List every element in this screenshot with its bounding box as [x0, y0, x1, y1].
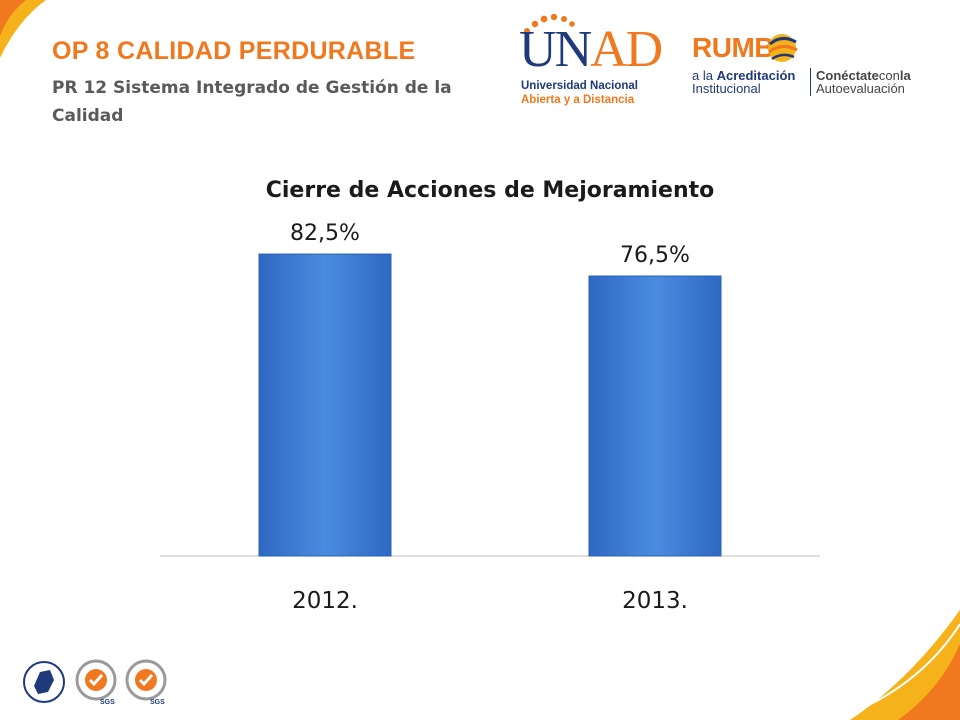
- unad-name-line1: Universidad Nacional: [521, 80, 638, 92]
- svg-text:SGS: SGS: [150, 699, 165, 706]
- data-label: 82,5%: [290, 221, 360, 246]
- swoosh-orange: [898, 644, 960, 720]
- rumbo-acreditacion-logo: RUMB a la Acreditación Institucional Con…: [688, 30, 933, 100]
- unad-wordmark: UNAD: [519, 21, 663, 78]
- unad-dots-icon: [524, 14, 575, 34]
- unad-logo: UNAD Universidad Nacional Abierta y a Di…: [515, 14, 663, 110]
- unad-name-line2: Abierta y a Distancia: [521, 94, 635, 106]
- rumbo-line1: a la Acreditación: [692, 68, 796, 83]
- colombia-seal-icon: [23, 661, 65, 703]
- rumbo-wordmark: RUMB: [692, 32, 775, 63]
- rumbo-line3: Conéctateconla: [816, 68, 911, 83]
- globe-icon: [768, 34, 798, 62]
- svg-text:SGS: SGS: [100, 699, 115, 706]
- bar-2013: [588, 275, 722, 557]
- x-tick-label: 2013.: [622, 588, 688, 614]
- page-title: OP 8 CALIDAD PERDURABLE: [52, 37, 416, 65]
- swoosh-line: [833, 623, 960, 720]
- rumbo-divider: [810, 68, 811, 96]
- x-tick-label: 2012.: [292, 588, 358, 614]
- rumbo-line2: Institucional: [692, 81, 761, 96]
- bottom-right-swoosh: [833, 610, 960, 720]
- chart-title: Cierre de Acciones de Mejoramiento: [265, 178, 715, 203]
- bar-2012: [258, 253, 392, 557]
- rumbo-line4: Autoevaluación: [816, 81, 905, 96]
- data-label: 76,5%: [620, 243, 690, 268]
- certification-seals: SGS SGS: [23, 659, 167, 706]
- sgs-seal-icon: SGS: [125, 659, 167, 706]
- top-left-swoosh: [0, 0, 46, 58]
- page-subtitle: PR 12 Sistema Integrado de Gestión de la…: [52, 78, 452, 126]
- swoosh-orange: [0, 0, 26, 36]
- sgs-seal-icon: SGS: [75, 659, 117, 706]
